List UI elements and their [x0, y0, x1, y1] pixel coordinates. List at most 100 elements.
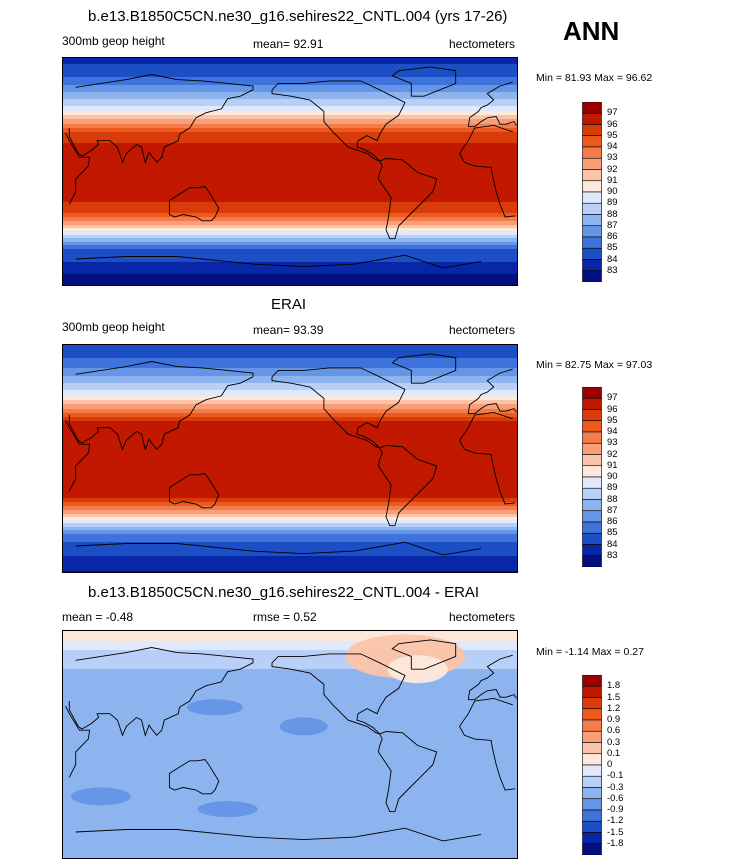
- contour-band: [63, 416, 517, 418]
- colorbar-tick-label: 1.2: [607, 702, 621, 714]
- contour-band: [63, 549, 517, 551]
- contour-band: [63, 831, 517, 833]
- contour-band: [63, 536, 517, 538]
- contour-band: [63, 67, 517, 69]
- contour-band: [63, 178, 517, 180]
- colorbar-swatch: [582, 146, 602, 159]
- contour-band: [63, 497, 517, 499]
- contour-band: [63, 663, 517, 665]
- contour-band: [63, 448, 517, 450]
- contour-band: [63, 839, 517, 841]
- contour-band: [63, 548, 517, 550]
- contour-band: [63, 560, 517, 562]
- contour-band: [63, 800, 517, 802]
- contour-band: [63, 238, 517, 240]
- contour-band: [63, 690, 517, 692]
- contour-band: [63, 782, 517, 784]
- contour-band: [63, 653, 517, 655]
- contour-band: [63, 467, 517, 469]
- colorbar-swatch: [582, 809, 602, 822]
- contour-band: [63, 372, 517, 374]
- panel1-colorbar: [582, 102, 602, 282]
- contour-band: [63, 130, 517, 132]
- contour-band: [63, 257, 517, 259]
- contour-band: [63, 285, 518, 286]
- panel2-colorbar-labels: 97 96 95 94 93 92 91 90 89 88 87 86 85 84 83: [607, 387, 667, 567]
- contour-band: [63, 671, 517, 673]
- contour-band: [63, 541, 517, 543]
- contour-band: [63, 352, 517, 354]
- contour-band: [63, 711, 517, 713]
- contour-band: [63, 78, 517, 80]
- contour-band: [63, 524, 517, 526]
- contour-band: [63, 504, 517, 506]
- contour-band: [63, 207, 517, 209]
- contour-band: [63, 459, 517, 461]
- contour-band: [63, 718, 517, 720]
- colorbar-tick-label: 84: [607, 538, 618, 550]
- contour-band: [63, 136, 517, 138]
- colorbar-swatch: [582, 202, 602, 215]
- contour-band: [63, 507, 517, 509]
- contour-band: [63, 160, 517, 162]
- contour-band: [63, 689, 517, 691]
- panel2-mean: mean= 93.39: [253, 323, 324, 337]
- contour-band: [63, 127, 517, 129]
- contour-band: [63, 545, 517, 547]
- colorbar-tick-label: -1.8: [607, 837, 624, 849]
- contour-band: [63, 124, 517, 126]
- panel2-title: ERAI: [271, 296, 307, 313]
- contour-band: [63, 216, 517, 218]
- contour-band: [63, 179, 517, 181]
- contour-band: [63, 249, 517, 251]
- contour-band: [63, 518, 517, 520]
- contour-band: [63, 102, 517, 104]
- contour-band: [63, 105, 517, 107]
- contour-band: [63, 834, 517, 836]
- contour-band: [63, 688, 517, 690]
- contour-band: [63, 429, 517, 431]
- contour-band: [63, 203, 517, 205]
- contour-band: [63, 365, 517, 367]
- contour-band: [63, 772, 517, 774]
- contour-band: [63, 714, 517, 716]
- contour-band: [63, 511, 517, 513]
- contour-band: [63, 275, 517, 277]
- contour-band: [63, 432, 517, 434]
- contour-band: [63, 58, 517, 60]
- contour-band: [63, 521, 517, 523]
- contour-band: [63, 637, 517, 639]
- contour-band: [63, 669, 517, 671]
- colorbar-swatch: [582, 719, 602, 732]
- contour-band: [63, 424, 517, 426]
- coastline-2: [377, 731, 438, 813]
- contour-band: [63, 569, 517, 571]
- colorbar-tick-label: 84: [607, 253, 618, 265]
- contour-band: [63, 185, 517, 187]
- coastline-3: [65, 697, 516, 791]
- contour-band: [63, 100, 517, 102]
- contour-band: [63, 197, 517, 199]
- contour-band: [63, 513, 517, 515]
- panel2-colorbar: [582, 387, 602, 567]
- contour-band: [63, 79, 517, 81]
- colorbar-swatch: [582, 798, 602, 811]
- contour-band: [63, 776, 517, 778]
- contour-band: [63, 251, 517, 253]
- contour-band: [63, 475, 517, 477]
- contour-band: [63, 263, 517, 265]
- panel1-minmax: Min = 81.93 Max = 96.62: [536, 72, 653, 84]
- contour-band: [63, 101, 517, 103]
- contour-band: [63, 458, 517, 460]
- contour-band: [63, 791, 517, 793]
- contour-band: [63, 133, 517, 135]
- contour-band: [63, 132, 517, 134]
- contour-band: [63, 172, 517, 174]
- contour-band: [63, 161, 517, 163]
- colorbar-swatch: [582, 247, 602, 260]
- contour-band: [63, 430, 517, 432]
- contour-band: [63, 819, 517, 821]
- contour-band: [63, 187, 517, 189]
- contour-band: [63, 495, 517, 497]
- contour-band: [63, 854, 517, 856]
